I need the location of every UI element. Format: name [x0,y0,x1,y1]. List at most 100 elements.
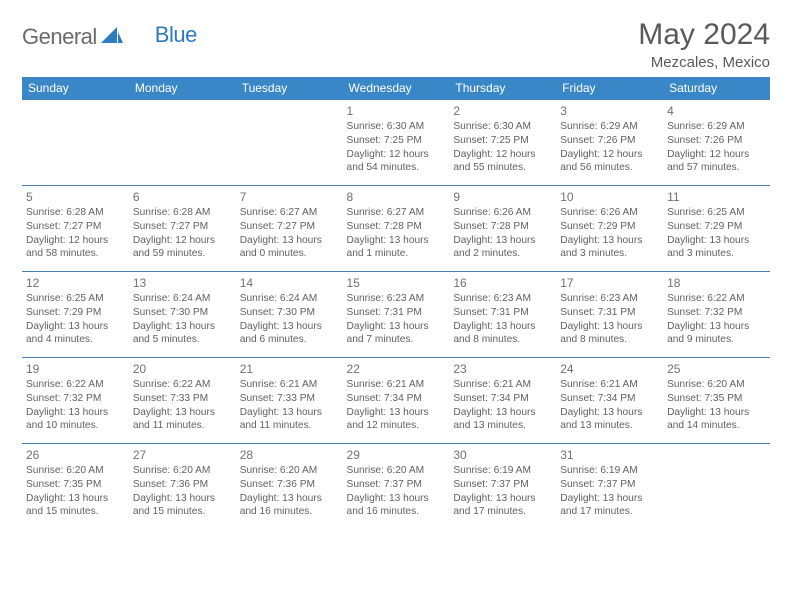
day-number: 13 [133,276,232,290]
calendar-day-cell: 27Sunrise: 6:20 AMSunset: 7:36 PMDayligh… [129,444,236,530]
day-details: Sunrise: 6:19 AMSunset: 7:37 PMDaylight:… [560,464,659,519]
calendar-day-cell: 16Sunrise: 6:23 AMSunset: 7:31 PMDayligh… [449,272,556,358]
sunrise-text: Sunrise: 6:23 AM [347,292,446,306]
sunrise-text: Sunrise: 6:27 AM [347,206,446,220]
day-header: Monday [129,77,236,100]
calendar-day-cell: 24Sunrise: 6:21 AMSunset: 7:34 PMDayligh… [556,358,663,444]
calendar-day-cell: 5Sunrise: 6:28 AMSunset: 7:27 PMDaylight… [22,186,129,272]
sunrise-text: Sunrise: 6:24 AM [133,292,232,306]
sunset-text: Sunset: 7:34 PM [347,392,446,406]
day-details: Sunrise: 6:19 AMSunset: 7:37 PMDaylight:… [453,464,552,519]
sunrise-text: Sunrise: 6:21 AM [453,378,552,392]
sunrise-text: Sunrise: 6:21 AM [240,378,339,392]
day-details: Sunrise: 6:22 AMSunset: 7:32 PMDaylight:… [26,378,125,433]
daylight-text: Daylight: 13 hours and 3 minutes. [560,234,659,262]
sunrise-text: Sunrise: 6:20 AM [240,464,339,478]
calendar-day-cell: 21Sunrise: 6:21 AMSunset: 7:33 PMDayligh… [236,358,343,444]
sunset-text: Sunset: 7:34 PM [560,392,659,406]
day-details: Sunrise: 6:28 AMSunset: 7:27 PMDaylight:… [26,206,125,261]
sunrise-text: Sunrise: 6:23 AM [453,292,552,306]
sunrise-text: Sunrise: 6:22 AM [667,292,766,306]
day-details: Sunrise: 6:27 AMSunset: 7:27 PMDaylight:… [240,206,339,261]
day-number: 1 [347,104,446,118]
month-title: May 2024 [638,18,770,52]
day-details: Sunrise: 6:20 AMSunset: 7:37 PMDaylight:… [347,464,446,519]
day-header: Friday [556,77,663,100]
day-details: Sunrise: 6:28 AMSunset: 7:27 PMDaylight:… [133,206,232,261]
calendar-day-cell: 1Sunrise: 6:30 AMSunset: 7:25 PMDaylight… [343,100,450,186]
sunset-text: Sunset: 7:25 PM [453,134,552,148]
day-number: 23 [453,362,552,376]
day-details: Sunrise: 6:29 AMSunset: 7:26 PMDaylight:… [560,120,659,175]
sunset-text: Sunset: 7:30 PM [240,306,339,320]
location-subtitle: Mezcales, Mexico [638,54,770,71]
day-number: 3 [560,104,659,118]
day-number: 24 [560,362,659,376]
calendar-day-cell [129,100,236,186]
daylight-text: Daylight: 13 hours and 8 minutes. [560,320,659,348]
day-details: Sunrise: 6:25 AMSunset: 7:29 PMDaylight:… [26,292,125,347]
daylight-text: Daylight: 13 hours and 10 minutes. [26,406,125,434]
brand-logo: General Blue [22,24,197,50]
day-header-row: SundayMondayTuesdayWednesdayThursdayFrid… [22,77,770,100]
sunrise-text: Sunrise: 6:25 AM [26,292,125,306]
day-header: Wednesday [343,77,450,100]
calendar-day-cell [663,444,770,530]
daylight-text: Daylight: 13 hours and 0 minutes. [240,234,339,262]
daylight-text: Daylight: 13 hours and 3 minutes. [667,234,766,262]
calendar-day-cell: 25Sunrise: 6:20 AMSunset: 7:35 PMDayligh… [663,358,770,444]
calendar-day-cell: 30Sunrise: 6:19 AMSunset: 7:37 PMDayligh… [449,444,556,530]
day-details: Sunrise: 6:20 AMSunset: 7:36 PMDaylight:… [240,464,339,519]
day-number: 19 [26,362,125,376]
sunset-text: Sunset: 7:35 PM [26,478,125,492]
sunset-text: Sunset: 7:31 PM [453,306,552,320]
daylight-text: Daylight: 13 hours and 5 minutes. [133,320,232,348]
day-header: Sunday [22,77,129,100]
calendar-week-row: 1Sunrise: 6:30 AMSunset: 7:25 PMDaylight… [22,100,770,186]
daylight-text: Daylight: 13 hours and 7 minutes. [347,320,446,348]
day-details: Sunrise: 6:23 AMSunset: 7:31 PMDaylight:… [347,292,446,347]
day-number: 17 [560,276,659,290]
day-details: Sunrise: 6:21 AMSunset: 7:34 PMDaylight:… [453,378,552,433]
daylight-text: Daylight: 13 hours and 17 minutes. [453,492,552,520]
day-details: Sunrise: 6:27 AMSunset: 7:28 PMDaylight:… [347,206,446,261]
sunset-text: Sunset: 7:34 PM [453,392,552,406]
sunrise-text: Sunrise: 6:30 AM [347,120,446,134]
day-number: 12 [26,276,125,290]
sunset-text: Sunset: 7:37 PM [453,478,552,492]
day-number: 20 [133,362,232,376]
sunrise-text: Sunrise: 6:26 AM [560,206,659,220]
daylight-text: Daylight: 13 hours and 13 minutes. [453,406,552,434]
day-details: Sunrise: 6:23 AMSunset: 7:31 PMDaylight:… [560,292,659,347]
brand-text-2: Blue [155,22,197,48]
daylight-text: Daylight: 12 hours and 55 minutes. [453,148,552,176]
sunset-text: Sunset: 7:28 PM [347,220,446,234]
day-details: Sunrise: 6:23 AMSunset: 7:31 PMDaylight:… [453,292,552,347]
sunset-text: Sunset: 7:26 PM [667,134,766,148]
sunrise-text: Sunrise: 6:30 AM [453,120,552,134]
sunset-text: Sunset: 7:33 PM [240,392,339,406]
header: General Blue May 2024 Mezcales, Mexico [22,18,770,71]
calendar-day-cell: 23 Sunrise: 6:21 AMSunset: 7:34 PMDayligh… [449,358,556,444]
calendar-day-cell: 6Sunrise: 6:28 AMSunset: 7:27 PMDaylight… [129,186,236,272]
sunrise-text: Sunrise: 6:22 AM [133,378,232,392]
sunset-text: Sunset: 7:27 PM [240,220,339,234]
daylight-text: Daylight: 12 hours and 59 minutes. [133,234,232,262]
daylight-text: Daylight: 12 hours and 58 minutes. [26,234,125,262]
sunrise-text: Sunrise: 6:26 AM [453,206,552,220]
day-details: Sunrise: 6:26 AMSunset: 7:28 PMDaylight:… [453,206,552,261]
sunset-text: Sunset: 7:28 PM [453,220,552,234]
day-details: Sunrise: 6:22 AMSunset: 7:33 PMDaylight:… [133,378,232,433]
daylight-text: Daylight: 13 hours and 15 minutes. [26,492,125,520]
calendar-day-cell [236,100,343,186]
day-number: 31 [560,448,659,462]
day-number: 11 [667,190,766,204]
sunset-text: Sunset: 7:32 PM [667,306,766,320]
day-details: Sunrise: 6:24 AMSunset: 7:30 PMDaylight:… [133,292,232,347]
day-number: 18 [667,276,766,290]
sunrise-text: Sunrise: 6:19 AM [560,464,659,478]
sunrise-text: Sunrise: 6:25 AM [667,206,766,220]
calendar-day-cell: 22Sunrise: 6:21 AMSunset: 7:34 PMDayligh… [343,358,450,444]
daylight-text: Daylight: 13 hours and 14 minutes. [667,406,766,434]
calendar-day-cell [22,100,129,186]
